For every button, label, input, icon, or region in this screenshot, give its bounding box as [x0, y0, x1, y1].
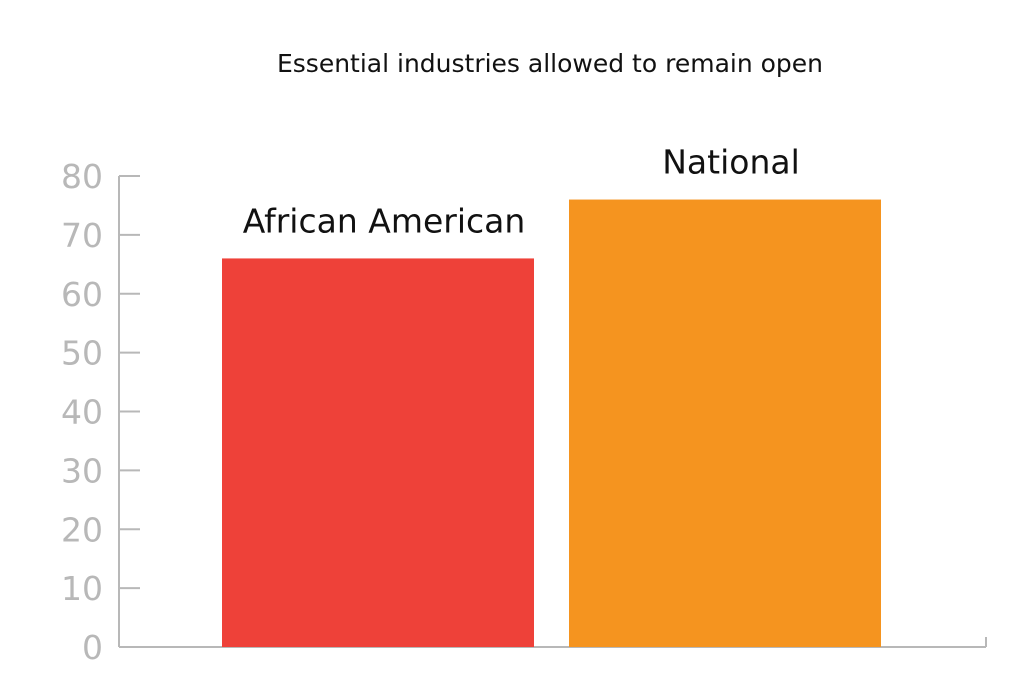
y-tick-label: 70 [61, 216, 103, 255]
bar-category-label: National [662, 143, 800, 182]
y-tick-label: 60 [61, 275, 103, 314]
y-axis-ticks: 0 10 20 30 40 50 60 70 80 [61, 157, 140, 667]
y-tick-label: 20 [61, 510, 103, 549]
y-tick-label: 80 [61, 157, 103, 196]
y-tick-label: 30 [61, 451, 103, 490]
bars: African American National [222, 143, 881, 648]
y-tick-label: 10 [61, 569, 103, 608]
y-tick-label: 0 [82, 628, 103, 667]
y-tick-label: 40 [61, 393, 103, 432]
bar [222, 258, 534, 647]
bar [569, 199, 881, 648]
bar-category-label: African American [243, 201, 526, 240]
chart-title: Essential industries allowed to remain o… [277, 49, 823, 78]
y-tick-label: 50 [61, 334, 103, 373]
